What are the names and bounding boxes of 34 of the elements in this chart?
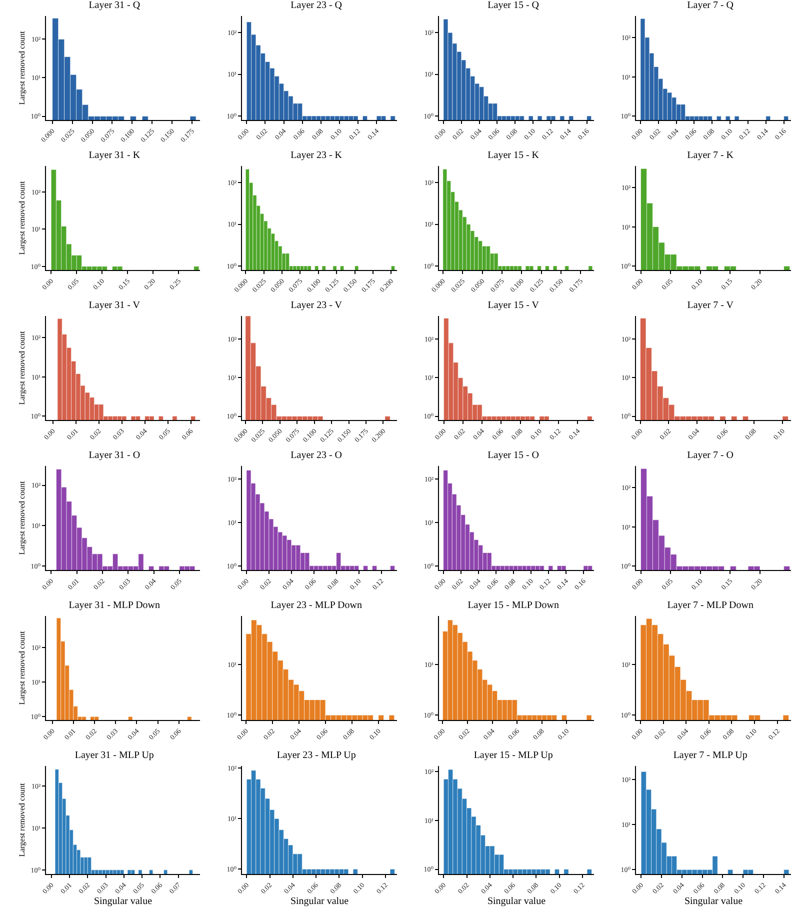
chart-title: Layer 15 - MLP Down (468, 600, 559, 611)
chart-title: Layer 15 - V (488, 300, 540, 311)
chart-title: Layer 31 - Q (88, 0, 141, 11)
chart-title: Layer 31 - MLP Up (74, 750, 154, 761)
y-axis-title: Largest removed count (17, 480, 26, 555)
chart-title: Layer 15 - MLP Up (474, 750, 553, 761)
x-axis-title: Singular value (94, 896, 153, 907)
chart-title: Layer 7 - V (687, 300, 734, 311)
chart-title: Layer 15 - K (488, 150, 540, 161)
chart-title: Layer 7 - MLP Down (667, 600, 754, 611)
chart-title: Layer 31 - MLP Down (68, 600, 160, 611)
y-axis-title: Largest removed count (17, 180, 26, 255)
y-axis-title: Largest removed count (17, 30, 26, 105)
y-axis-title: Largest removed count (17, 630, 26, 705)
chart-title: Layer 7 - MLP Up (673, 750, 748, 761)
chart-title: Layer 23 - K (290, 150, 343, 161)
chart-title: Layer 23 - Q (290, 0, 343, 11)
chart-title: Layer 7 - Q (687, 0, 734, 11)
chart-title: Layer 7 - K (687, 150, 734, 161)
chart-title: Layer 23 - MLP Up (276, 750, 356, 761)
x-axis-title: Singular value (290, 896, 350, 907)
chart-title: Layer 31 - O (88, 450, 140, 461)
x-axis-title: Singular value (684, 896, 744, 907)
chart-title: Layer 23 - V (290, 300, 343, 311)
chart-title: Layer 23 - MLP Down (270, 600, 362, 611)
y-axis-title: Largest removed count (17, 330, 26, 405)
chart-title: Layer 7 - O (687, 450, 734, 461)
chart-title: Layer 23 - O (290, 450, 342, 461)
chart-title: Layer 15 - O (488, 450, 540, 461)
y-axis-title: Largest removed count (17, 782, 26, 857)
chart-title: Layer 31 - V (88, 300, 141, 311)
chart-title: Layer 15 - Q (488, 0, 540, 11)
x-axis-title: Singular value (487, 896, 546, 907)
chart-title: Layer 31 - K (88, 150, 141, 161)
